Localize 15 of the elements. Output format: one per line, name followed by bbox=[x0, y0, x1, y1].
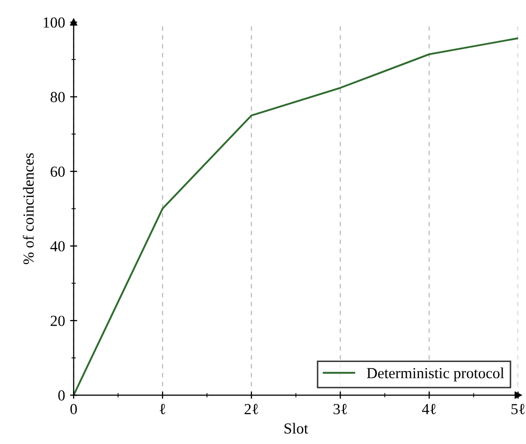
legend-label: Deterministic protocol bbox=[366, 368, 504, 382]
x-tick-label: 4ℓ bbox=[422, 404, 436, 414]
x-tick-label: 2ℓ bbox=[244, 404, 258, 414]
y-axis-title: % of coincidences bbox=[22, 153, 34, 264]
y-tick-label: 20 bbox=[50, 316, 65, 326]
y-tick-label: 40 bbox=[50, 241, 65, 252]
x-axis-title: Slot bbox=[284, 422, 308, 434]
y-tick-label: 80 bbox=[50, 92, 65, 102]
x-tick-label: 3ℓ bbox=[334, 404, 347, 414]
y-tick-label: 0 bbox=[58, 390, 65, 401]
x-tick-label: 0 bbox=[70, 404, 77, 414]
y-tick-label: 60 bbox=[50, 166, 65, 177]
x-tick-label: 5ℓ bbox=[512, 404, 525, 414]
x-tick-label: ℓ bbox=[160, 404, 166, 414]
y-tick-label: 100 bbox=[44, 17, 65, 28]
